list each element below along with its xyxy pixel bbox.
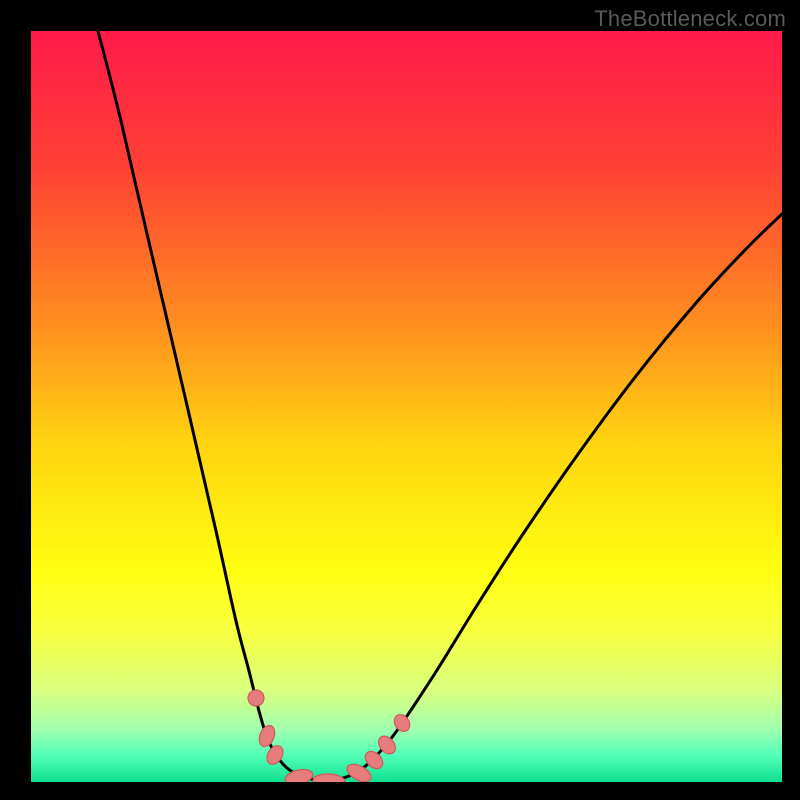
gradient-background — [31, 31, 782, 782]
watermark-text: TheBottleneck.com — [594, 6, 786, 32]
chart-root: TheBottleneck.com — [0, 0, 800, 800]
bottleneck-curve-chart — [31, 31, 782, 782]
